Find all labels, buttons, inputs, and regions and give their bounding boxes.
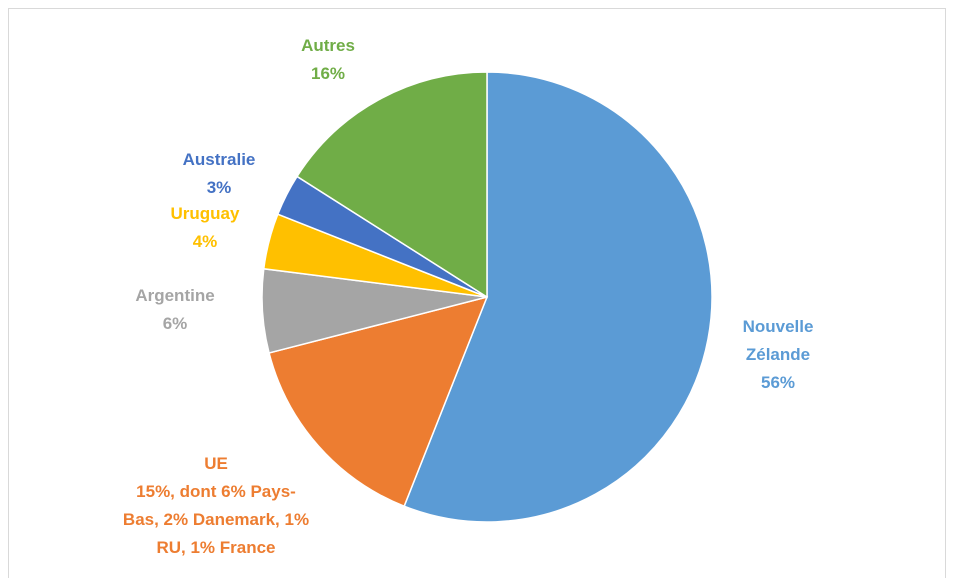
pie-slice <box>268 295 489 508</box>
slice-label: Nouvelle Zélande <box>742 317 814 364</box>
slice-value-label: 4% <box>192 232 218 251</box>
slice-value-label: 3% <box>206 178 232 197</box>
pie-slice <box>295 71 488 299</box>
slice-label: Uruguay <box>170 204 240 223</box>
slice-value-label: 56% <box>760 373 796 392</box>
slice-label: Autres <box>301 36 355 55</box>
slice-label: Argentine <box>135 286 215 305</box>
slice-value-label: 15%, dont 6% Pays-Bas, 2% Danemark, 1% R… <box>122 482 310 557</box>
slice-value-label: 6% <box>162 314 188 333</box>
chart-frame <box>8 8 946 578</box>
slice-label: Australie <box>182 150 256 169</box>
pie-slice <box>403 71 713 523</box>
slice-value-label: 16% <box>310 64 346 83</box>
slice-label: UE <box>204 454 228 473</box>
